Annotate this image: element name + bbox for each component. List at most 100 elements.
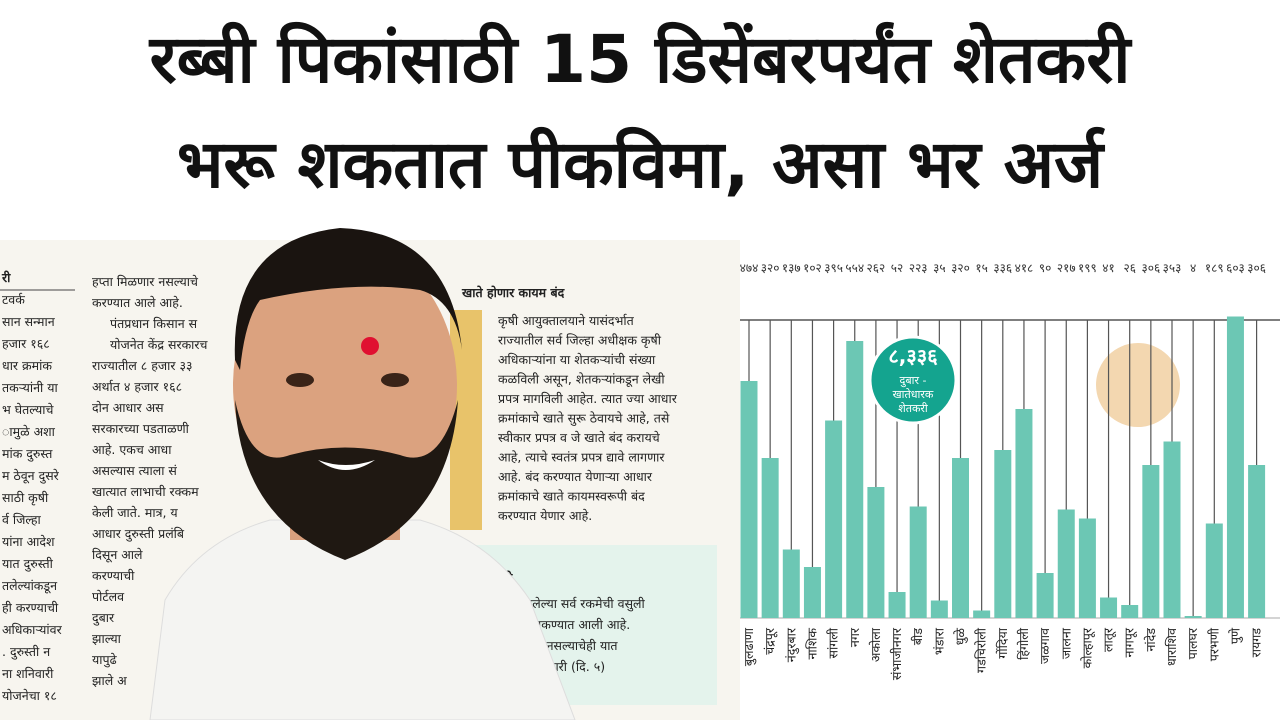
- badge-text: दुबार -: [900, 374, 927, 388]
- news-line: कृषी आयुक्तालयाने यासंदर्भात: [498, 313, 635, 329]
- category-label: पालघर: [1185, 627, 1200, 659]
- bar: [867, 487, 885, 618]
- news-line: स्वीकार प्रपत्र व जे खाते बंद करायचे: [498, 430, 661, 445]
- news-line: यात दुरुस्ती: [2, 556, 54, 572]
- bar: [1057, 509, 1075, 618]
- news-line: सान सन्मान: [2, 314, 56, 329]
- news-line: पंतप्रधान किसान स: [110, 316, 198, 331]
- category-label: हिंगोली: [1016, 627, 1031, 660]
- news-line: अर्थात ४ हजार १६८: [92, 379, 182, 394]
- category-label: पुणे: [1227, 627, 1243, 644]
- news-line: र्व जिल्हा: [2, 512, 41, 527]
- value-label: ६०३: [1226, 261, 1245, 275]
- category-label: नांदेड: [1143, 628, 1158, 652]
- news-line: ना शनिवारी: [2, 666, 54, 681]
- news-line: करण्यात येणार आहे.: [498, 508, 592, 523]
- value-label: १३७: [782, 261, 801, 275]
- news-line: दिसून आले: [92, 547, 143, 563]
- news-line: यांना आदेश: [2, 534, 55, 549]
- category-label: संभाजीनगर: [889, 627, 904, 680]
- farmer-photo: [1096, 343, 1180, 427]
- category-label: चंद्रपूर: [762, 627, 778, 655]
- news-line: टवर्क: [2, 292, 25, 307]
- news-line: झाल्या: [92, 631, 122, 646]
- bar: [1121, 605, 1139, 618]
- news-line: भ घेतलेल्या सर्व रकमेची वसुली: [505, 596, 646, 612]
- bar: [846, 341, 864, 618]
- title-line: रब्बी पिकांसाठी 15 डिसेंबरपर्यंत शेतकरी: [148, 21, 1134, 98]
- bar: [1184, 616, 1202, 618]
- category-label: परभणी: [1206, 627, 1221, 661]
- value-label: ४१८: [1015, 261, 1034, 275]
- news-line: तलेल्यांकडून: [2, 578, 58, 594]
- value-label: ५२: [891, 261, 903, 275]
- bar: [930, 600, 948, 618]
- category-label: नगर: [847, 627, 862, 647]
- news-line: आहे. बंद करण्यात येणाऱ्या आधार: [498, 469, 653, 484]
- bar: [803, 567, 821, 618]
- news-line: म ठेवून दुसरे: [2, 468, 60, 484]
- value-label: ३०६: [1247, 261, 1266, 275]
- category-label: अकोला: [868, 627, 883, 662]
- category-label: बुलढाणा: [741, 627, 757, 666]
- value-label: ४१: [1102, 261, 1114, 275]
- bar: [1036, 573, 1054, 618]
- bar: [952, 458, 969, 618]
- news-line: हप्ता मिळणार नसल्याचे: [92, 274, 199, 289]
- value-label: ३५३: [1163, 261, 1182, 275]
- category-label: गोंदिया: [995, 627, 1010, 658]
- bar: [1142, 465, 1160, 618]
- news-line: मांक दुरुस्त: [2, 446, 53, 462]
- bar: [1015, 409, 1033, 618]
- news-line: राज्यातील सर्व जिल्हा अधीक्षक कृषी: [498, 333, 662, 349]
- value-label: ३०६: [1141, 261, 1160, 275]
- bar: [782, 549, 800, 618]
- value-label: ३५: [933, 261, 945, 275]
- news-line: करण्याची: [92, 568, 135, 583]
- value-label: २६: [1123, 261, 1135, 275]
- news-line: केली जाते. मात्र, य: [92, 505, 178, 520]
- news-line: योजनेचा १८: [2, 688, 57, 703]
- person-photo: [149, 228, 576, 720]
- news-line: कळविली असून, शेतकऱ्यांकडून लेखी: [498, 372, 665, 388]
- category-label: धाराशिव: [1164, 627, 1179, 666]
- category-label: गडचिरोली: [974, 627, 989, 673]
- news-line: प्रपत्र मागविली आहेत. त्यात ज्या आधार: [498, 391, 678, 406]
- value-label: ३९५: [824, 261, 843, 275]
- news-line: साठी कृषी: [2, 490, 49, 506]
- value-label: ३३६: [993, 261, 1012, 275]
- news-line: योजनेत केंद्र सरकारच: [110, 337, 209, 352]
- bar: [1100, 597, 1118, 618]
- bar: [740, 381, 758, 618]
- bar: [973, 610, 991, 618]
- bar: [1163, 441, 1181, 618]
- news-line: दोन आधार अस: [92, 400, 164, 415]
- news-line: री: [1, 270, 11, 285]
- news-line: करण्यात आले आहे.: [92, 295, 183, 310]
- badge-value: ८,३३६: [888, 344, 938, 368]
- category-label: धुळे: [953, 628, 969, 646]
- news-line: अधिकाऱ्यांना या शेतकऱ्यांची संख्या: [498, 352, 656, 367]
- category-label: नंदुरबार: [783, 627, 799, 662]
- news-line: आहे, त्याचे स्वतंत्र प्रपत्र द्यावे लागण…: [498, 450, 665, 465]
- category-label: कोल्हापूर: [1079, 627, 1095, 668]
- value-label: ९०: [1039, 261, 1051, 275]
- news-line: असल्यास त्याला सं: [92, 463, 177, 478]
- news-line: ामुळे अशा: [2, 424, 56, 440]
- news-line: सरकारच्या पडताळणी: [92, 421, 190, 436]
- value-label: २१७: [1057, 261, 1076, 275]
- value-label: १५: [975, 261, 987, 275]
- bar: [888, 592, 906, 618]
- value-label: २६२: [867, 261, 886, 275]
- news-line: तकऱ्यांनी या: [2, 380, 58, 395]
- value-label: ४: [1190, 261, 1196, 275]
- bar: [1078, 518, 1096, 618]
- value-label: ३२०: [761, 261, 780, 275]
- value-label: १८९: [1205, 261, 1224, 275]
- category-label: जळगाव: [1037, 627, 1052, 664]
- badge-text: शेतकरी: [898, 402, 928, 415]
- category-label: सांगली: [826, 627, 841, 658]
- category-label: नागपूर: [1122, 627, 1138, 657]
